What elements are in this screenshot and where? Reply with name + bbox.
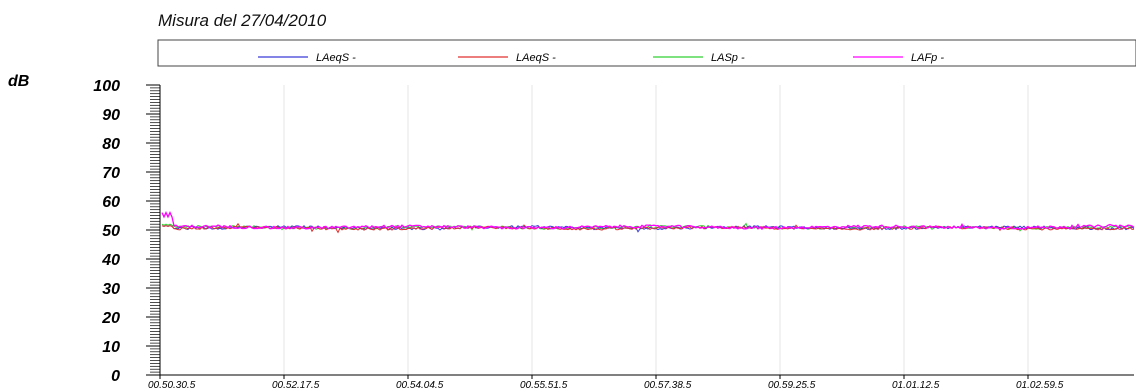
grid	[283, 85, 1029, 375]
x-axis: 00.50.30.5 00.52.17.5 00.54.04.5 00.55.51.5…	[148, 374, 1134, 390]
series-line	[161, 211, 1135, 231]
y-tick-label: 30	[102, 281, 120, 298]
legend: LAeqS - LAeqS - LASp - LAFp -	[258, 52, 944, 64]
plot-area	[161, 211, 1135, 234]
y-axis: 0 10 20 30 40 50 60 70 80 90 100	[93, 78, 161, 385]
y-axis-label: dB	[8, 73, 29, 90]
x-tick-label: 00.50.30.5	[148, 380, 196, 390]
y-tick-label: 70	[102, 165, 120, 182]
chart-title: Misura del 27/04/2010	[158, 11, 327, 30]
y-tick-label: 0	[111, 368, 120, 385]
x-tick-label: 01.02.59.5	[1016, 380, 1064, 390]
y-tick-label: 90	[102, 107, 120, 124]
y-tick-label: 10	[102, 339, 120, 356]
y-tick-label: 50	[102, 223, 120, 240]
x-tick-label: 01.01.12.5	[892, 380, 940, 390]
y-tick-label: 80	[102, 136, 120, 153]
legend-box	[157, 39, 1136, 67]
legend-label: LAeqS -	[516, 52, 556, 64]
legend-label: LASp -	[711, 52, 745, 64]
y-tick-label: 40	[101, 252, 120, 269]
y-tick-label: 100	[93, 78, 120, 95]
y-tick-label: 20	[101, 310, 120, 327]
x-tick-label: 00.54.04.5	[396, 380, 444, 390]
legend-label: LAFp -	[911, 52, 944, 64]
x-tick-label: 00.52.17.5	[272, 380, 320, 390]
y-tick-label: 60	[102, 194, 120, 211]
x-tick-label: 00.55.51.5	[520, 380, 568, 390]
legend-label: LAeqS -	[316, 52, 356, 64]
x-tick-label: 00.57.38.5	[644, 380, 692, 390]
x-tick-label: 00.59.25.5	[768, 380, 816, 390]
